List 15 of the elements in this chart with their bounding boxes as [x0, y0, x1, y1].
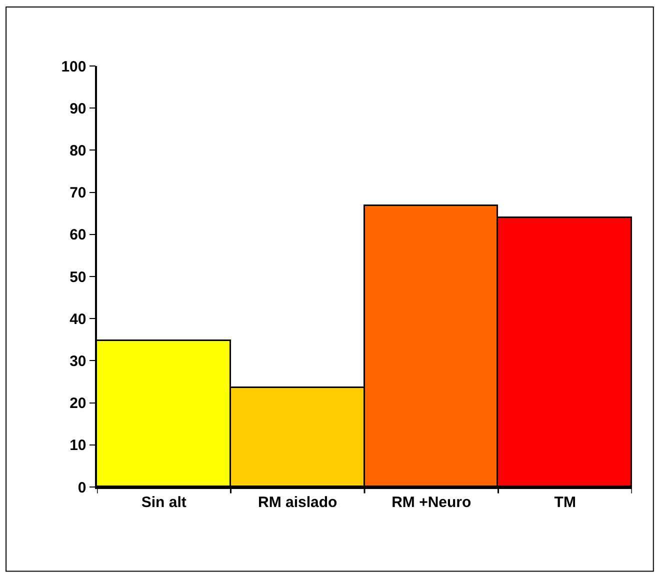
y-tick-label: 40 [70, 310, 86, 328]
y-tick-label: 50 [70, 268, 86, 286]
y-tick-label: 100 [61, 58, 86, 76]
y-tick-label: 30 [70, 352, 86, 370]
y-tick-label: 10 [70, 437, 86, 454]
y-tick-label: 60 [70, 226, 86, 244]
x-tick-label: RM +Neuro [392, 494, 472, 511]
x-tick-label: TM [554, 494, 576, 511]
y-tick-label: 90 [70, 100, 86, 118]
y-tick-label: 70 [70, 184, 86, 202]
y-tick-label: 0 [78, 479, 86, 496]
x-tick-label: RM aislado [258, 494, 338, 511]
y-tick-label: 80 [70, 142, 86, 160]
y-tick-label: 20 [70, 395, 86, 412]
x-tick-label: Sin alt [141, 494, 186, 511]
